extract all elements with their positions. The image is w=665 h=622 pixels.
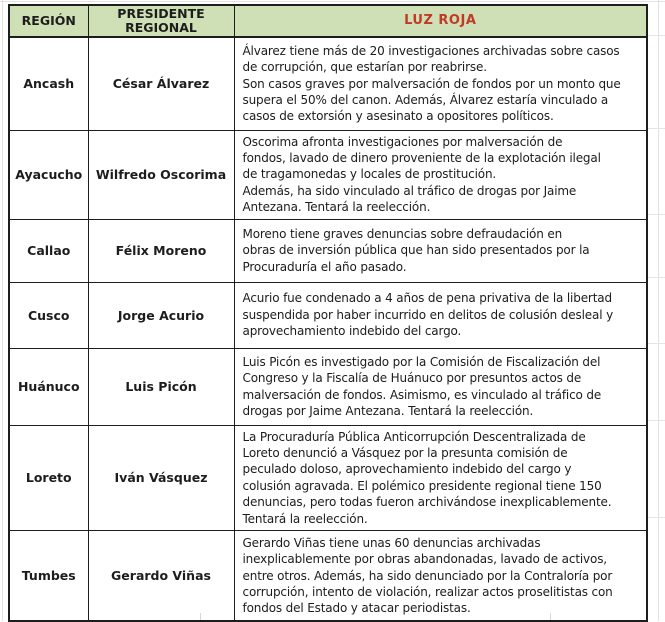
luz-roja-cell: Oscorima afronta investigaciones por mal…: [233, 129, 648, 220]
sheet-gridline-left: [2, 0, 3, 621]
table-row-ancash: Ancash César Álvarez Álvarez tiene más d…: [8, 36, 648, 131]
table-row-cusco: Cusco Jorge Acurio Acurio fue condenado …: [8, 281, 648, 349]
sheet-gridline-row-tick: [648, 343, 665, 344]
president-cell: Wilfredo Oscorima: [87, 129, 235, 220]
president-cell: Iván Vásquez: [87, 424, 235, 531]
region-cell: Cusco: [8, 281, 89, 349]
president-cell: César Álvarez: [87, 36, 235, 131]
sheet-gridline-top: [0, 1, 665, 2]
table-row-callao: Callao Félix Moreno Moreno tiene graves …: [8, 218, 648, 283]
sheet-gridline-row-tick: [648, 214, 665, 215]
president-cell: Félix Moreno: [87, 218, 235, 283]
table-row-loreto: Loreto Iván Vásquez La Procuraduría Públ…: [8, 424, 648, 531]
table-header-row: REGIÓN PRESIDENTE REGIONAL LUZ ROJA: [8, 4, 648, 38]
region-cell: Ancash: [8, 36, 89, 131]
luz-roja-cell: Moreno tiene graves denuncias sobre defr…: [233, 218, 648, 283]
president-cell: Jorge Acurio: [87, 281, 235, 349]
table-row-tumbes: Tumbes Gerardo Viñas Gerardo Viñas tiene…: [8, 529, 648, 622]
luz-roja-cell: La Procuraduría Pública Anticorrupción D…: [233, 424, 648, 531]
region-cell: Ayacucho: [8, 129, 89, 220]
region-cell: Huánuco: [8, 347, 89, 426]
president-cell: Gerardo Viñas: [87, 529, 235, 622]
sheet-gridline-row-tick: [648, 35, 665, 36]
luz-roja-table: REGIÓN PRESIDENTE REGIONAL LUZ ROJA Anca…: [8, 4, 648, 622]
luz-roja-cell: Acurio fue condenado a 4 años de pena pr…: [233, 281, 648, 349]
luz-roja-cell: Álvarez tiene más de 20 investigaciones …: [233, 36, 648, 131]
region-cell: Callao: [8, 218, 89, 283]
sheet-gridline-row-tick: [648, 128, 665, 129]
president-cell: Luis Picón: [87, 347, 235, 426]
sheet-gridline-row-tick: [648, 517, 665, 518]
region-cell: Loreto: [8, 424, 89, 531]
column-header-president: PRESIDENTE REGIONAL: [87, 4, 235, 38]
column-header-luz-roja: LUZ ROJA: [233, 4, 648, 38]
luz-roja-cell: Gerardo Viñas tiene unas 60 denuncias ar…: [233, 529, 648, 622]
luz-roja-cell: Luis Picón es investigado por la Comisió…: [233, 347, 648, 426]
column-header-region: REGIÓN: [8, 4, 89, 38]
sheet-gridline-right: [658, 0, 659, 621]
region-cell: Tumbes: [8, 529, 89, 622]
table-row-ayacucho: Ayacucho Wilfredo Oscorima Oscorima afro…: [8, 129, 648, 220]
table-row-huanuco: Huánuco Luis Picón Luis Picón es investi…: [8, 347, 648, 426]
sheet-gridline-row-tick: [648, 277, 665, 278]
sheet-gridline-row-tick: [648, 420, 665, 421]
